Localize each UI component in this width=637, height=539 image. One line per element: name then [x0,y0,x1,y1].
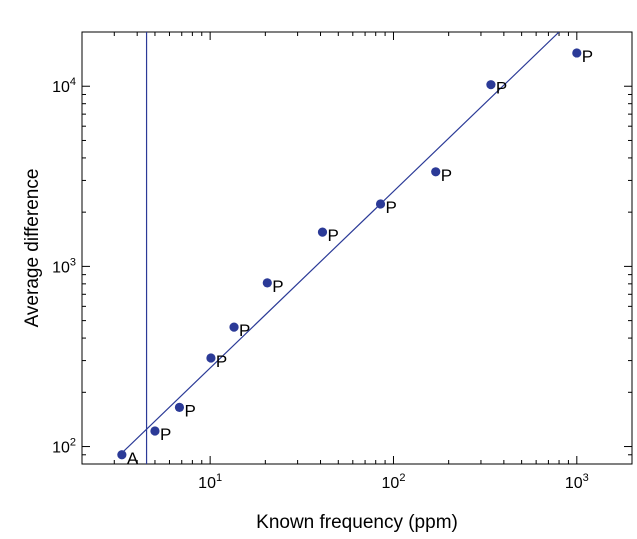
point-label: P [582,47,593,66]
data-point [262,278,272,288]
y-axis-label: Average difference [22,169,43,328]
y-tick-label: 104 [52,76,76,96]
data-point [174,402,185,412]
plot-area-frame [81,31,633,465]
y-tick-label: 103 [52,256,76,276]
point-label: P [239,321,250,340]
point-label: P [496,79,507,98]
x-tick-label: 102 [382,472,406,492]
point-label: P [160,425,171,444]
data-point [375,199,386,209]
data-point [206,353,216,363]
data-point [431,167,441,177]
point-label: P [272,277,283,296]
fit-line [117,32,560,457]
x-tick-label: 101 [198,472,222,492]
x-tick-label: 103 [565,472,589,492]
data-point [317,227,328,237]
x-axis-label: Known frequency (ppm) [256,512,458,533]
data-point [572,48,582,58]
data-point [117,450,127,460]
data-point [150,426,160,436]
point-label: P [327,226,338,245]
point-label: P [386,198,397,217]
point-label: P [216,352,227,371]
y-tick-label: 102 [52,437,76,457]
point-label: P [441,166,452,185]
data-point [229,322,239,332]
point-label: A [127,449,139,468]
point-label: P [184,401,195,420]
data-point [486,80,496,90]
